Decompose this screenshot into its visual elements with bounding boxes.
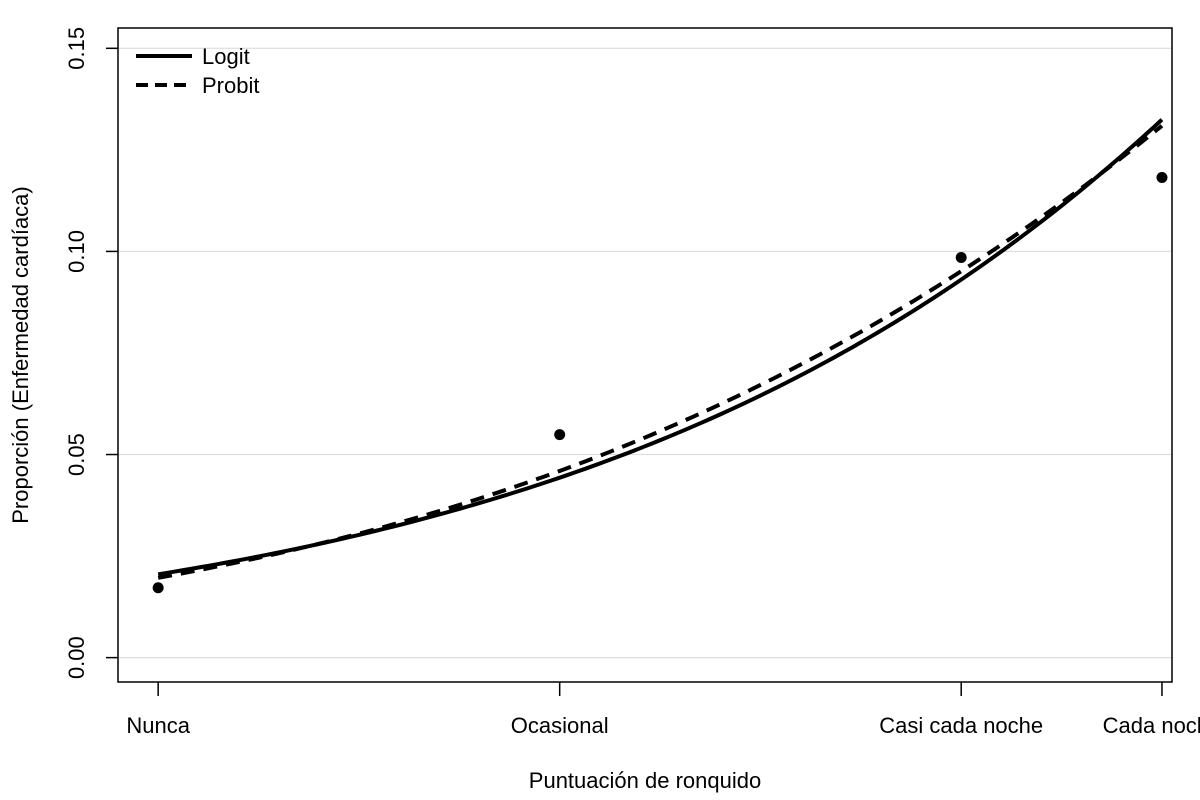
- y-tick-label: 0.10: [64, 230, 89, 273]
- x-tick-label: Ocasional: [511, 713, 609, 738]
- x-tick-label: Cada noche: [1103, 713, 1200, 738]
- legend-label-logit: Logit: [202, 44, 250, 69]
- series-line-logit: [157, 118, 1164, 577]
- x-axis: Nunca Ocasional Casi cada noche Cada noche: [126, 682, 1200, 738]
- data-point: [1156, 171, 1168, 183]
- legend-label-probit: Probit: [202, 73, 259, 98]
- legend: Logit Probit: [136, 44, 259, 98]
- y-tick-label: 0.05: [64, 433, 89, 476]
- y-axis-title: Proporción (Enfermedad cardíaca): [8, 186, 33, 524]
- series-line-probit: [157, 124, 1164, 580]
- x-tick-label: Casi cada noche: [879, 713, 1043, 738]
- y-tick-label: 0.00: [64, 636, 89, 679]
- grid-lines: [118, 47, 1172, 659]
- data-point: [152, 582, 164, 594]
- plot-frame: [117, 27, 1173, 683]
- x-tick-label: Nunca: [126, 713, 190, 738]
- data-point: [955, 252, 967, 264]
- data-point: [554, 429, 566, 441]
- observed-points: [152, 171, 1168, 594]
- x-axis-title: Puntuación de ronquido: [529, 768, 761, 793]
- y-axis: 0.00 0.05 0.10 0.15: [64, 27, 118, 679]
- series-lines: [157, 118, 1164, 580]
- y-tick-label: 0.15: [64, 27, 89, 70]
